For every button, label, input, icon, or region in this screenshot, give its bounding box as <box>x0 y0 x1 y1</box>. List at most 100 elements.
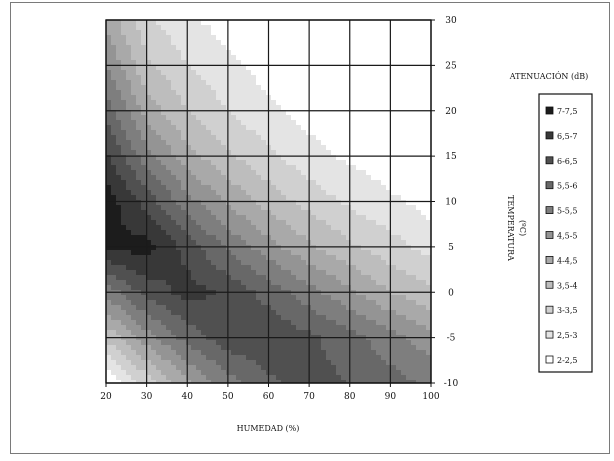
contour-cell <box>396 70 402 76</box>
contour-cell <box>151 55 157 61</box>
contour-cell <box>161 105 167 111</box>
contour-cell <box>316 375 322 381</box>
contour-cell <box>416 205 422 211</box>
contour-cell <box>261 45 267 51</box>
contour-cell <box>156 270 162 276</box>
contour-cell <box>301 100 307 106</box>
contour-cell <box>356 55 362 61</box>
contour-cell <box>421 85 427 91</box>
contour-cell <box>186 175 192 181</box>
contour-cell <box>141 285 147 291</box>
contour-cell <box>426 120 432 126</box>
contour-cell <box>341 60 347 66</box>
contour-cell <box>206 125 212 131</box>
contour-cell <box>221 185 227 191</box>
contour-cell <box>151 60 157 66</box>
contour-cell <box>321 245 327 251</box>
contour-cell <box>296 280 302 286</box>
contour-cell <box>296 245 302 251</box>
contour-cell <box>411 375 417 381</box>
contour-cell <box>196 300 202 306</box>
contour-cell <box>176 330 182 336</box>
contour-cell <box>201 60 207 66</box>
contour-cell <box>151 110 157 116</box>
contour-cell <box>211 25 217 31</box>
contour-cell <box>316 135 322 141</box>
contour-cell <box>341 120 347 126</box>
contour-cell <box>311 235 317 241</box>
contour-cell <box>291 160 297 166</box>
contour-cell <box>241 235 247 241</box>
contour-cell <box>191 240 197 246</box>
contour-cell <box>416 370 422 376</box>
contour-cell <box>416 350 422 356</box>
contour-cell <box>106 55 112 61</box>
contour-cell <box>211 180 217 186</box>
contour-cell <box>286 310 292 316</box>
contour-cell <box>221 170 227 176</box>
contour-cell <box>296 185 302 191</box>
contour-cell <box>416 30 422 36</box>
contour-cell <box>116 245 122 251</box>
contour-cell <box>256 250 262 256</box>
contour-cell <box>416 305 422 311</box>
contour-cell <box>121 95 127 101</box>
contour-cell <box>371 125 377 131</box>
contour-cell <box>136 275 142 281</box>
contour-cell <box>106 90 112 96</box>
contour-cell <box>401 160 407 166</box>
contour-cell <box>426 90 432 96</box>
contour-cell <box>421 45 427 51</box>
contour-cell <box>246 340 252 346</box>
contour-cell <box>356 220 362 226</box>
contour-cell <box>361 375 367 381</box>
contour-cell <box>401 65 407 71</box>
contour-cell <box>146 50 152 56</box>
contour-cell <box>161 25 167 31</box>
contour-cell <box>241 270 247 276</box>
contour-cell <box>411 45 417 51</box>
contour-cell <box>166 170 172 176</box>
contour-cell <box>171 320 177 326</box>
contour-cell <box>111 95 117 101</box>
contour-cell <box>341 345 347 351</box>
contour-cell <box>176 195 182 201</box>
contour-cell <box>271 375 277 381</box>
contour-cell <box>271 380 277 384</box>
contour-cell <box>361 160 367 166</box>
contour-cell <box>391 300 397 306</box>
contour-cell <box>226 145 232 151</box>
contour-cell <box>171 240 177 246</box>
contour-cell <box>131 140 137 146</box>
contour-cell <box>166 345 172 351</box>
contour-cell <box>111 180 117 186</box>
contour-cell <box>396 280 402 286</box>
contour-cell <box>261 155 267 161</box>
contour-cell <box>201 295 207 301</box>
contour-cell <box>196 265 202 271</box>
contour-cell <box>191 320 197 326</box>
contour-cell <box>236 55 242 61</box>
contour-cell <box>236 145 242 151</box>
contour-cell <box>381 65 387 71</box>
contour-cell <box>326 45 332 51</box>
contour-cell <box>341 275 347 281</box>
contour-cell <box>196 180 202 186</box>
contour-cell <box>106 185 112 191</box>
contour-cell <box>421 90 427 96</box>
contour-cell <box>296 85 302 91</box>
contour-cell <box>376 55 382 61</box>
contour-cell <box>416 80 422 86</box>
contour-cell <box>256 220 262 226</box>
contour-cell <box>281 160 287 166</box>
contour-cell <box>316 190 322 196</box>
contour-cell <box>331 105 337 111</box>
contour-cell <box>191 110 197 116</box>
contour-cell <box>261 145 267 151</box>
contour-cell <box>256 305 262 311</box>
contour-cell <box>271 200 277 206</box>
contour-cell <box>131 120 137 126</box>
contour-cell <box>141 255 147 261</box>
contour-cell <box>186 115 192 121</box>
contour-cell <box>246 75 252 81</box>
